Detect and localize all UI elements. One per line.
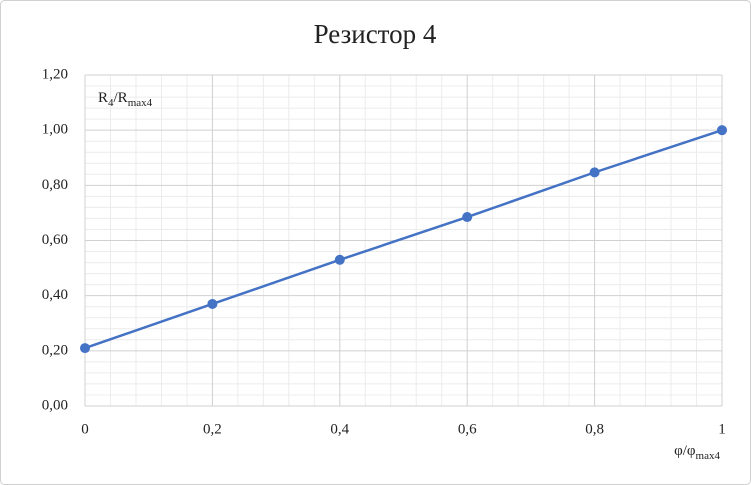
y-tick-label: 0,00 (42, 397, 68, 413)
label-text: R (98, 90, 108, 106)
label-subscript: 4 (108, 97, 114, 109)
data-point (589, 167, 600, 178)
y-axis-label: R4/Rmax4 (98, 90, 153, 108)
x-tick-label: 0,8 (585, 421, 604, 437)
data-point (334, 254, 345, 265)
y-tick-label: 0,40 (42, 287, 68, 303)
data-point (207, 298, 218, 309)
label-text: φ/φ (674, 443, 696, 459)
label-text: /R (114, 90, 128, 106)
y-tick-label: 0,80 (42, 177, 68, 193)
y-tick-label: 1,00 (42, 122, 68, 138)
series-line (84, 128, 723, 350)
data-point (717, 125, 727, 136)
grid (84, 74, 723, 407)
x-tick-label: 1 (718, 421, 726, 437)
y-tick-label: 0,60 (42, 232, 68, 248)
x-axis-label: φ/φmax4 (674, 443, 720, 461)
label-subscript: max4 (128, 97, 153, 109)
y-tick-label: 1,20 (42, 66, 68, 82)
data-point (80, 343, 90, 354)
x-tick-label: 0,4 (330, 421, 349, 437)
chart-title: Резистор 4 (314, 19, 437, 49)
x-tick-label: 0 (81, 421, 89, 437)
y-tick-label: 0,20 (42, 342, 68, 358)
x-tick-label: 0,6 (458, 421, 477, 437)
data-point (462, 212, 473, 223)
x-tick-label: 0,2 (203, 421, 222, 437)
label-subscript: max4 (696, 450, 721, 462)
